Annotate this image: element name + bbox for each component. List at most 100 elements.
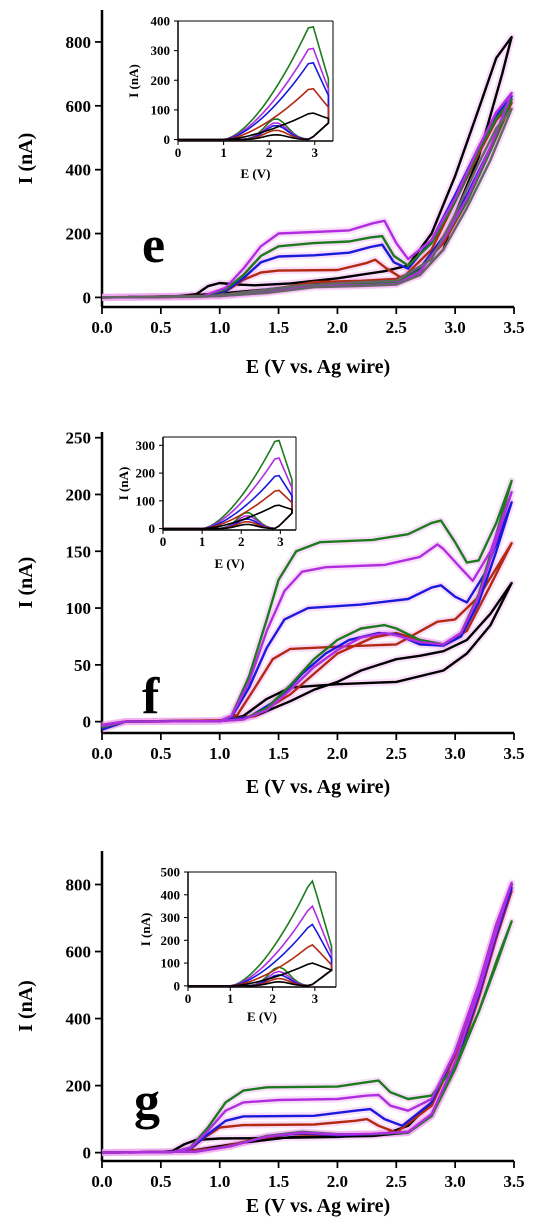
inset-y-tick-label: 300 — [136, 438, 156, 453]
inset-x-tick-label: 3 — [277, 534, 284, 549]
inset-x-tick-label: 2 — [266, 145, 273, 160]
x-tick-label: 1.5 — [268, 744, 289, 763]
x-tick-label: 3.0 — [445, 1172, 466, 1191]
series-line-3 — [101, 479, 513, 729]
x-axis-title: E (V vs. Ag wire) — [246, 1195, 390, 1217]
x-tick-label: 2.5 — [386, 318, 407, 337]
series-group — [100, 477, 516, 733]
inset-y-axis-title: I (nA) — [126, 64, 141, 98]
y-axis-title: I (nA) — [15, 557, 37, 609]
inset-series-line-4 — [188, 962, 333, 987]
inset-x-tick-label: 2 — [238, 534, 245, 549]
y-tick-label: 600 — [66, 943, 92, 962]
inset-y-tick-label: 0 — [149, 521, 156, 536]
y-tick-label: 100 — [66, 599, 92, 618]
x-tick-label: 0.0 — [91, 1172, 112, 1191]
inset-x-axis-title: E (V) — [241, 166, 271, 181]
inset-background — [188, 872, 336, 987]
x-tick-label: 2.0 — [327, 318, 348, 337]
inset-x-tick-label: 1 — [199, 534, 206, 549]
x-tick-label: 3.5 — [503, 318, 524, 337]
inset-x-tick-label: 3 — [312, 991, 319, 1006]
series-line-1 — [101, 542, 513, 730]
y-tick-label: 150 — [66, 542, 92, 561]
x-tick-label: 1.0 — [209, 744, 230, 763]
inset-series-line-4 — [178, 112, 330, 141]
inset-x-tick-label: 2 — [269, 991, 276, 1006]
inset-y-tick-label: 100 — [151, 102, 171, 117]
panel-letter: f — [142, 668, 160, 725]
inset-x-axis-title: E (V) — [247, 1009, 277, 1024]
inset-y-tick-label: 0 — [174, 978, 181, 993]
series-line-2 — [101, 501, 513, 731]
y-tick-label: 200 — [66, 225, 92, 244]
x-axis-title: E (V vs. Ag wire) — [246, 356, 390, 378]
x-tick-label: 1.0 — [209, 318, 230, 337]
x-tick-label: 2.0 — [327, 744, 348, 763]
inset-y-tick-label: 400 — [161, 887, 181, 902]
inset: 0 1 2 3 0 100 200 300 400 E (V) I (nA) — [126, 14, 334, 181]
x-axis-title: E (V vs. Ag wire) — [246, 776, 390, 798]
inset-x-axis-title: E (V) — [215, 556, 245, 571]
y-tick-label: 400 — [66, 161, 92, 180]
y-tick-label: 50 — [74, 656, 91, 675]
series-line-4 — [101, 491, 513, 728]
inset-y-tick-label: 200 — [161, 933, 181, 948]
x-tick-label: 2.5 — [386, 744, 407, 763]
inset-y-tick-label: 500 — [161, 865, 181, 880]
y-tick-label: 0 — [83, 1144, 92, 1163]
x-tick-label: 3.5 — [503, 744, 524, 763]
x-tick-label: 3.0 — [445, 318, 466, 337]
x-tick-label: 0.5 — [150, 318, 171, 337]
x-tick-label: 3.0 — [445, 744, 466, 763]
chart-panel-f: 0.0 0.5 1.0 1.5 2.0 2.5 3.0 3.5 0 50 100 150 200 250 E… — [15, 429, 525, 798]
y-tick-label: 250 — [66, 429, 92, 448]
panel-letter: g — [134, 1073, 160, 1130]
inset-x-tick-label: 0 — [175, 145, 182, 160]
x-tick-label: 0.0 — [91, 744, 112, 763]
series-line-4 — [101, 881, 513, 1154]
y-axis-title: I (nA) — [15, 980, 37, 1032]
series-group — [101, 33, 516, 301]
inset-x-tick-label: 1 — [220, 145, 227, 160]
y-tick-label: 800 — [66, 876, 92, 895]
x-tick-label: 3.5 — [503, 1172, 524, 1191]
x-tick-label: 0.0 — [91, 318, 112, 337]
inset: 0 1 2 3 0 100 200 300 400 500 E (V) I (nA) — [138, 865, 337, 1024]
inset-y-tick-label: 300 — [151, 43, 171, 58]
y-tick-label: 600 — [66, 97, 92, 116]
inset-y-axis-title: I (nA) — [138, 913, 153, 947]
y-tick-label: 0 — [83, 288, 92, 307]
inset-x-tick-label: 3 — [312, 145, 319, 160]
inset-y-tick-label: 200 — [136, 466, 156, 481]
series-line-5 — [101, 107, 513, 299]
x-tick-label: 1.0 — [209, 1172, 230, 1191]
inset-y-tick-label: 0 — [164, 132, 171, 147]
y-tick-label: 800 — [66, 33, 92, 52]
x-tick-label: 0.5 — [150, 1172, 171, 1191]
series-group — [101, 879, 516, 1157]
panel-letter: e — [142, 217, 165, 274]
inset-x-tick-label: 1 — [227, 991, 234, 1006]
series-glow — [101, 579, 516, 731]
inset-y-axis-title: I (nA) — [116, 467, 131, 501]
y-tick-label: 400 — [66, 1010, 92, 1029]
inset-series-line-4 — [163, 504, 293, 530]
x-tick-label: 1.5 — [268, 1172, 289, 1191]
inset-y-tick-label: 200 — [151, 73, 171, 88]
y-tick-label: 200 — [66, 485, 92, 504]
x-tick-label: 2.0 — [327, 1172, 348, 1191]
y-tick-label: 0 — [83, 713, 92, 732]
inset-y-tick-label: 400 — [151, 14, 171, 29]
inset-x-tick-label: 0 — [185, 991, 192, 1006]
inset-y-tick-label: 100 — [161, 956, 181, 971]
x-tick-label: 0.5 — [150, 744, 171, 763]
y-tick-label: 200 — [66, 1077, 92, 1096]
x-tick-label: 1.5 — [268, 318, 289, 337]
x-tick-label: 2.5 — [386, 1172, 407, 1191]
inset-y-tick-label: 300 — [161, 910, 181, 925]
inset: 0 1 2 3 0 100 200 300 E (V) I (nA) — [116, 436, 297, 571]
